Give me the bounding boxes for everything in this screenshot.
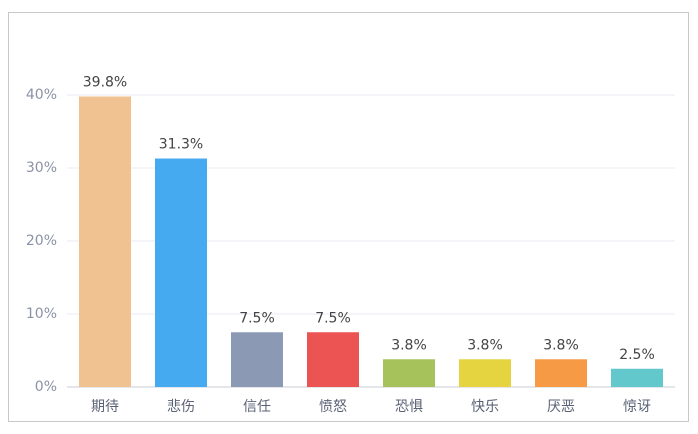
x-tick-label: 惊讶 <box>623 399 651 415</box>
value-label: 2.5% <box>619 347 655 363</box>
x-tick-label: 厌恶 <box>547 399 575 415</box>
value-label: 3.8% <box>543 337 579 353</box>
value-label: 3.8% <box>391 337 427 353</box>
x-tick-label: 快乐 <box>471 399 499 415</box>
value-label: 7.5% <box>239 310 275 326</box>
value-label: 31.3% <box>159 137 203 153</box>
x-tick-label: 信任 <box>243 399 271 415</box>
bar <box>307 332 359 387</box>
y-tick-label: 30% <box>26 160 57 176</box>
value-label: 7.5% <box>315 310 351 326</box>
y-tick-label: 0% <box>35 379 57 395</box>
bar <box>611 368 663 387</box>
y-tick-label: 10% <box>26 306 57 322</box>
value-label: 3.8% <box>467 337 503 353</box>
x-tick-label: 期待 <box>91 399 119 415</box>
bar <box>155 158 207 387</box>
x-tick-label: 恐惧 <box>395 399 423 415</box>
x-tick-label: 悲伤 <box>167 398 195 415</box>
value-label: 39.8% <box>83 74 127 90</box>
x-tick-label: 愤怒 <box>319 399 347 415</box>
bar <box>383 359 435 387</box>
y-tick-label: 40% <box>26 87 57 103</box>
bar <box>535 359 587 387</box>
bar <box>79 96 131 388</box>
bar <box>459 359 511 387</box>
y-tick-label: 20% <box>26 233 57 249</box>
bar <box>231 332 283 387</box>
